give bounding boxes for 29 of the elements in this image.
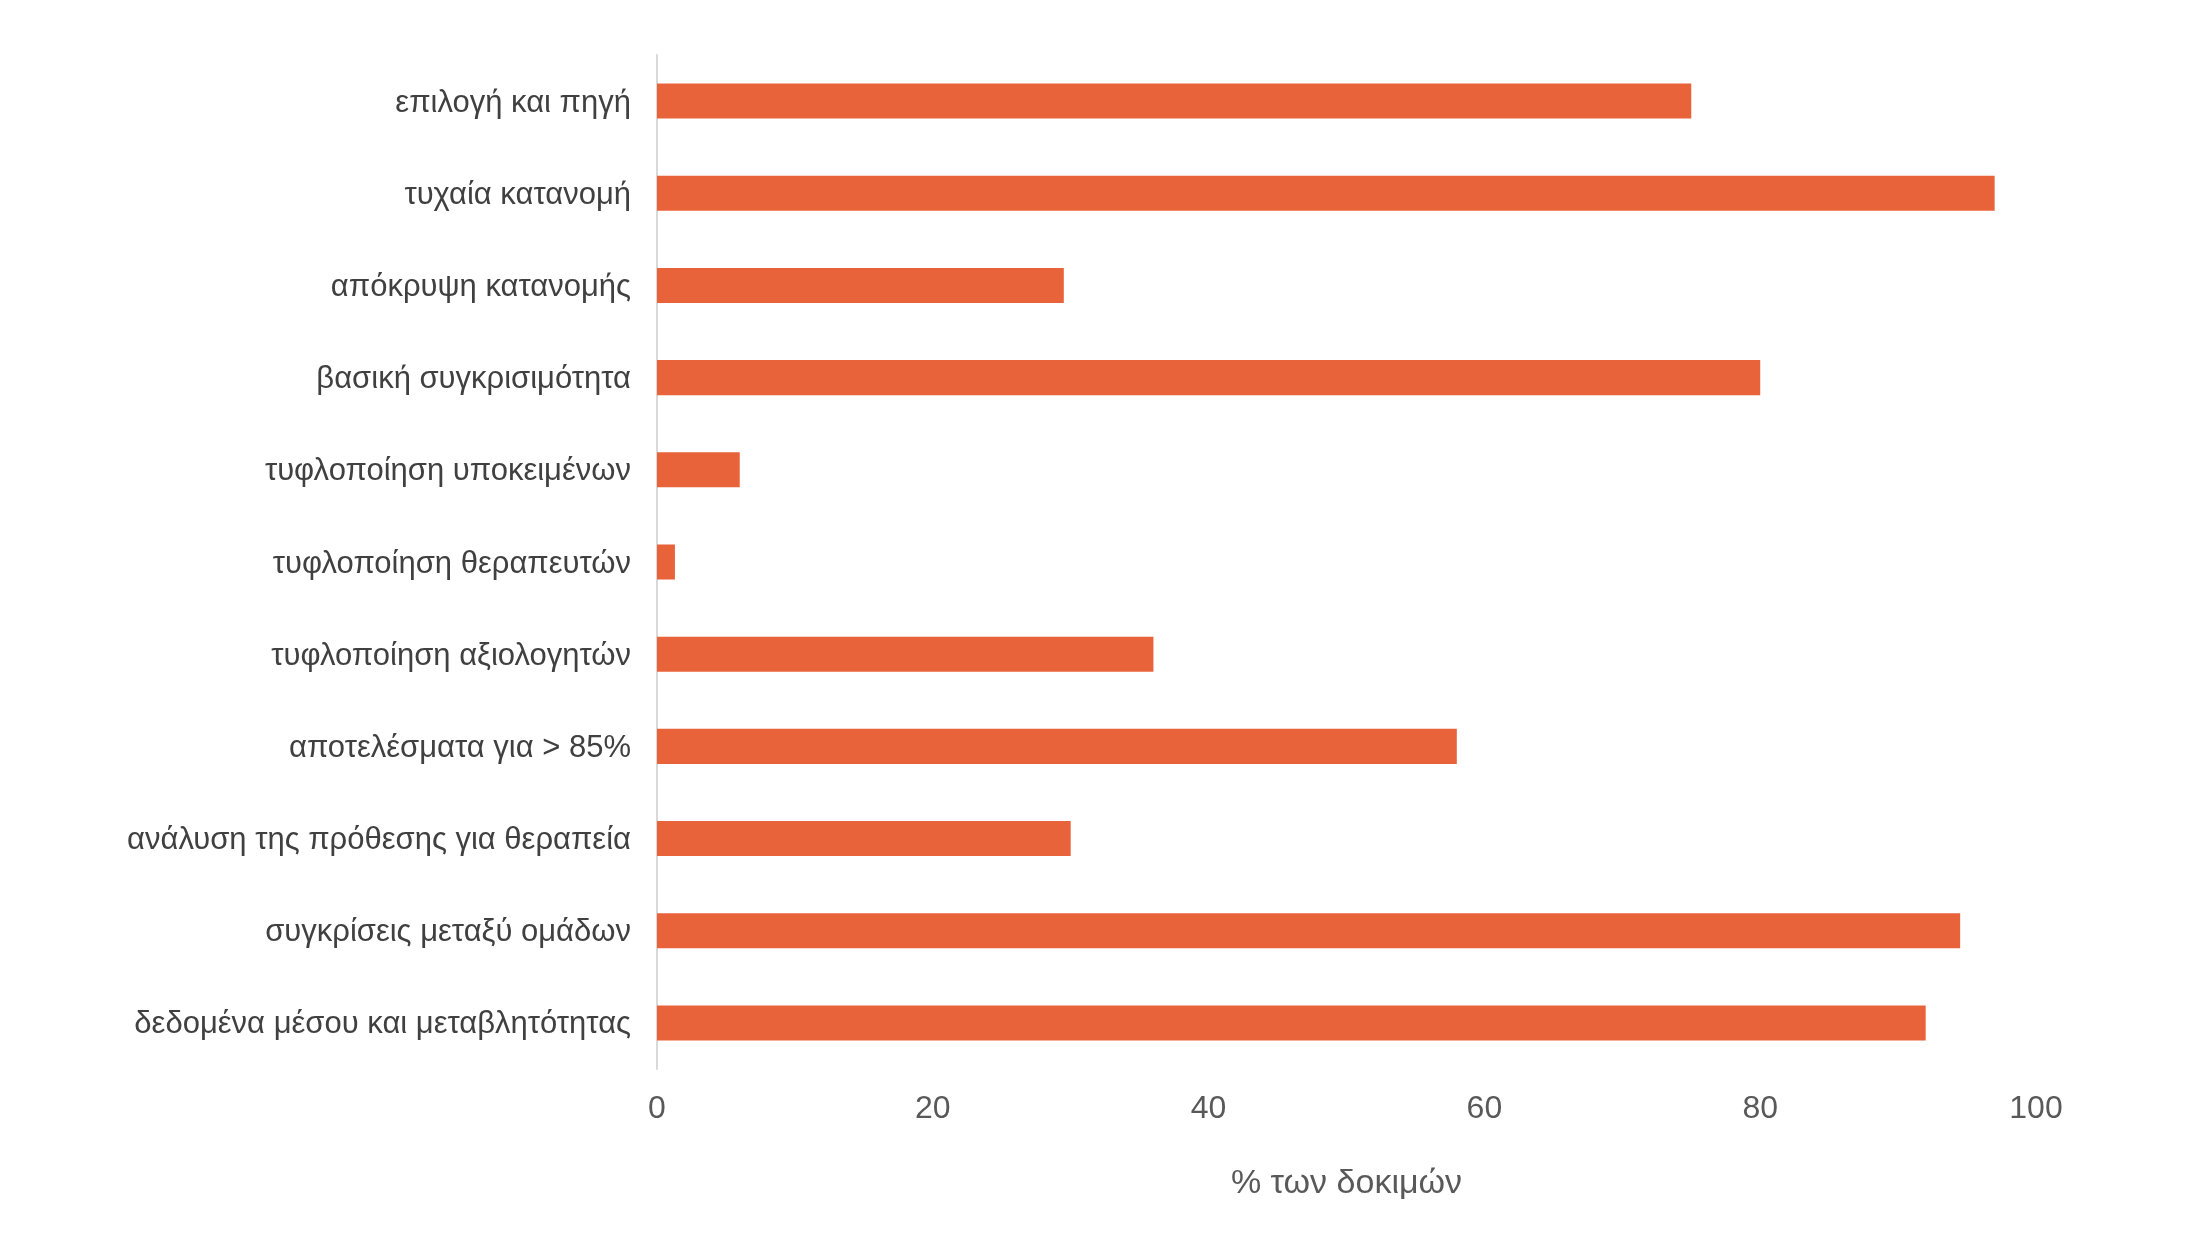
bar [657, 636, 1154, 672]
y-tick-label: τυφλοποίηση θεραπευτών [272, 544, 631, 580]
y-tick-label: βασική συγκρισιμότητα [316, 360, 632, 396]
y-tick-label: επιλογή και πηγή [395, 83, 631, 119]
bar [657, 267, 1064, 303]
x-tick-label: 60 [1466, 1089, 1503, 1125]
bar [657, 913, 1961, 949]
y-tick-label: ανάλυση της πρόθεσης για θεραπεία [127, 821, 632, 857]
x-tick-label: 0 [648, 1089, 666, 1125]
bar [657, 360, 1761, 396]
x-tick-label: 20 [915, 1089, 951, 1125]
bar [657, 175, 1995, 211]
bar [657, 452, 740, 488]
x-tick-label: 40 [1190, 1089, 1227, 1125]
bar [657, 1005, 1926, 1041]
x-tick-label: 80 [1742, 1089, 1778, 1125]
bar [657, 83, 1692, 119]
x-tick-label: 100 [2009, 1089, 2063, 1125]
y-tick-label: απόκρυψη κατανομής [330, 267, 631, 303]
x-axis-title: % των δοκιμών [1230, 1162, 1463, 1200]
y-tick-label: τυφλοποίηση υποκειμένων [264, 452, 631, 488]
bar [657, 544, 675, 580]
y-tick-label: τυχαία κατανομή [404, 175, 631, 211]
bar [657, 821, 1071, 857]
y-tick-label: τυφλοποίηση αξιολογητών [271, 636, 631, 672]
y-tick-label: αποτελέσματα για > 85% [289, 728, 631, 764]
bar [657, 728, 1457, 764]
y-tick-label: συγκρίσεις μεταξύ ομάδων [265, 913, 631, 949]
y-tick-label: δεδομένα μέσου και μεταβλητότητας [134, 1005, 631, 1041]
